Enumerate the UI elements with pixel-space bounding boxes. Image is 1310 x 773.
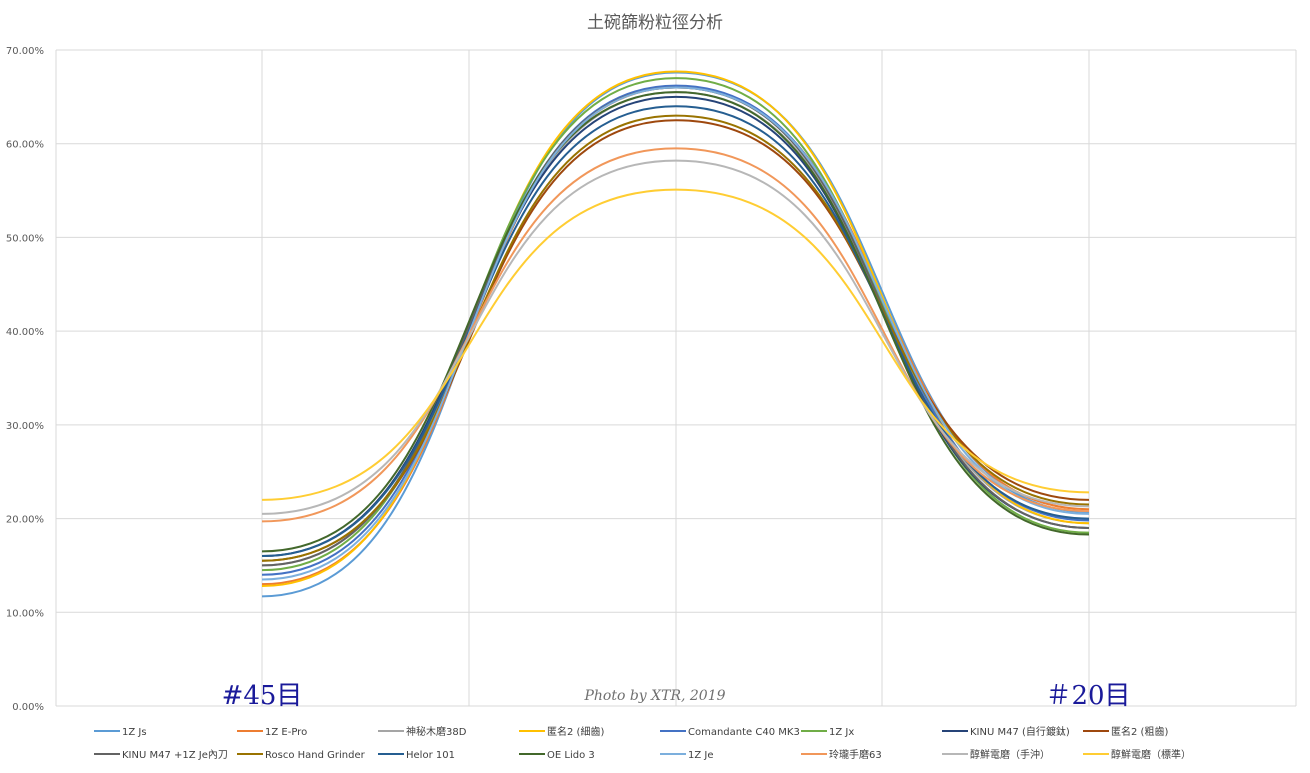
series-line-15 [261,188,1090,501]
legend-label: 醇鮮電磨（標準） [1111,748,1191,761]
series-line-14 [261,159,1090,515]
y-tick-label: 10.00% [6,608,44,619]
y-tick-label: 40.00% [6,327,44,338]
y-tick-label: 60.00% [6,140,44,151]
legend-label: OE Lido 3 [547,750,595,761]
legend-label: 神秘木磨38D [406,725,467,738]
grid [55,49,1297,707]
legend-label: 1Z Je [688,750,714,761]
legend-label: KINU M47 (自行鍍鈦) [970,725,1070,738]
annotation-20-mesh: ＃20目 [1045,681,1130,711]
legend-label: 玲瓏手磨63 [829,748,882,761]
legend-label: Comandante C40 MK3 [688,727,800,738]
legend-label: Helor 101 [406,750,455,761]
legend-label: 1Z Js [122,727,147,738]
legend-label: KINU M47 +1Z Je內刀 [122,749,228,761]
legend-label: 匿名2 (細齒) [547,725,604,738]
chart-title: 土碗篩粉粒徑分析 [587,13,723,33]
legend: 1Z Js 1Z E-Pro 神秘木磨38D 匿名2 (細齒) Comandante C… [94,725,1191,761]
legend-label: Rosco Hand Grinder [265,750,366,761]
y-axis-ticks: 0.00% 10.00% 20.00% 30.00% 40.00% 50.00% 60.00… [6,46,44,713]
legend-label: 1Z E-Pro [265,727,307,738]
series-line-12 [261,86,1090,581]
series-line-4 [261,84,1090,576]
legend-label: 醇鮮電磨（手沖） [970,748,1050,761]
series-line-11 [261,91,1090,553]
y-tick-label: 20.00% [6,515,44,526]
y-tick-label: 0.00% [12,702,44,713]
annotation-45-mesh: #45目 [222,681,303,711]
photo-credit: Photo by XTR, 2019 [583,688,725,704]
y-tick-label: 70.00% [6,46,44,57]
series-lines [261,70,1090,598]
legend-label: 匿名2 (粗齒) [1111,725,1168,738]
y-tick-label: 50.00% [6,233,44,244]
y-tick-label: 30.00% [6,421,44,432]
legend-label: 1Z Jx [829,727,854,738]
